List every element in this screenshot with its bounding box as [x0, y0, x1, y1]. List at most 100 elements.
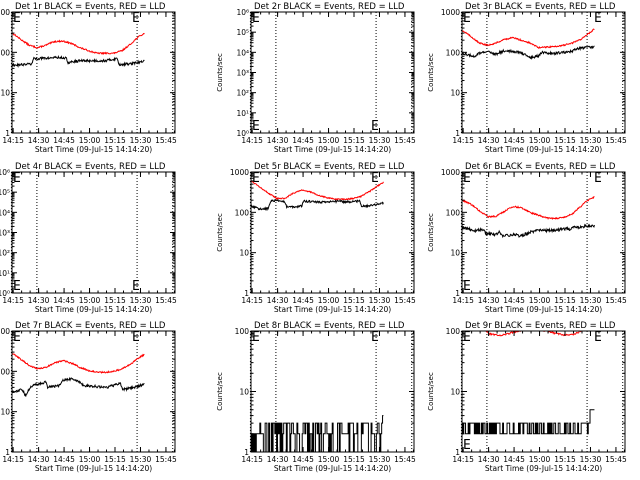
y-tick-label: 100 — [446, 48, 461, 57]
x-axis-label: Start Time (09-Jul-15 14:14:20) — [274, 464, 391, 473]
panel-title: Det 6r BLACK = Events, RED = LLD — [465, 162, 616, 172]
x-tick-label: 14:30 — [267, 136, 289, 145]
x-tick-label: 15:45 — [155, 136, 177, 145]
y-tick-label: 1000 — [0, 8, 10, 17]
plot-frame — [11, 330, 176, 453]
x-tick-label: 14:30 — [478, 296, 500, 305]
panel-6: Det 6r BLACK = Events, RED = LLD 1 10 100 10… — [427, 162, 627, 314]
x-tick-label: 15:45 — [394, 136, 416, 145]
y-tick-label: 10 — [0, 408, 10, 417]
x-tick-label: 15:15 — [554, 455, 576, 464]
panel-title: Det 1r BLACK = Events, RED = LLD — [15, 2, 166, 12]
y-axis-label: Counts/sec — [427, 213, 435, 252]
y-tick-label: 10 — [450, 89, 460, 98]
y-tick-label: 10 — [0, 89, 10, 98]
x-tick-label: 15:45 — [394, 296, 416, 305]
x-tick-label: 14:30 — [28, 296, 50, 305]
panel-1: Det 1r BLACK = Events, RED = LLD 1 10 100 10… — [0, 2, 177, 154]
e-marker: E — [13, 330, 21, 345]
x-tick-label: 15:30 — [130, 136, 152, 145]
panel-5: Det 5r BLACK = Events, RED = LLD 1 10 100 10… — [216, 162, 416, 314]
lld-line — [462, 330, 595, 337]
x-tick-label: 15:00 — [529, 136, 551, 145]
x-axis-label: Start Time (09-Jul-15 14:14:20) — [35, 464, 152, 473]
y-axis-label: Counts/sec — [427, 372, 435, 411]
y-tick-label: 1 — [455, 289, 460, 298]
x-tick-label: 15:15 — [343, 136, 365, 145]
x-tick-label: 14:15 — [452, 296, 474, 305]
e-marker: E — [371, 171, 379, 186]
y-axis-label: Counts/sec — [427, 53, 435, 92]
events-line — [461, 45, 595, 60]
x-tick-label: 15:15 — [554, 136, 576, 145]
x-axis-label: Start Time (09-Jul-15 14:14:20) — [35, 305, 152, 314]
panel-title: Det 8r BLACK = Events, RED = LLD — [254, 321, 405, 331]
x-tick-label: 15:00 — [318, 455, 340, 464]
y-axis-label: Counts/sec — [216, 372, 224, 411]
x-tick-label: 15:30 — [369, 455, 391, 464]
y-tick-label: 10² — [0, 249, 10, 258]
y-tick-label: 10 — [239, 249, 249, 258]
y-tick-label: 1 — [5, 448, 10, 457]
y-tick-label: 10⁴ — [0, 208, 10, 217]
y-tick-label: 10¹ — [0, 269, 10, 278]
x-tick-label: 15:00 — [529, 296, 551, 305]
e-marker: E — [463, 171, 471, 186]
plot-frame — [250, 171, 415, 294]
x-tick-label: 14:15 — [2, 136, 24, 145]
e-marker: E — [252, 330, 260, 345]
e-marker: E — [463, 330, 471, 345]
x-tick-label: 15:30 — [369, 136, 391, 145]
e-marker: E — [13, 171, 21, 186]
x-tick-label: 14:45 — [53, 296, 75, 305]
x-tick-label: 15:30 — [369, 296, 391, 305]
x-tick-label: 14:15 — [2, 296, 24, 305]
e-marker: E — [371, 119, 379, 134]
x-tick-label: 15:45 — [155, 296, 177, 305]
x-tick-label: 15:45 — [605, 455, 627, 464]
e-marker: E — [252, 11, 260, 26]
x-tick-label: 15:45 — [394, 455, 416, 464]
x-axis-label: Start Time (09-Jul-15 14:14:20) — [485, 305, 602, 314]
lld-line — [250, 180, 384, 201]
x-tick-label: 15:30 — [130, 455, 152, 464]
panel-2: Det 2r BLACK = Events, RED = LLD 10⁰ 10¹ 10… — [216, 2, 416, 154]
x-tick-label: 15:00 — [79, 136, 101, 145]
y-tick-label: 100 — [0, 367, 10, 376]
e-marker: E — [252, 171, 260, 186]
x-tick-label: 14:45 — [503, 136, 525, 145]
plot-frame — [461, 171, 626, 294]
e-marker: E — [463, 279, 471, 294]
panel-title: Det 4r BLACK = Events, RED = LLD — [15, 162, 166, 172]
y-axis-label: Counts/sec — [216, 53, 224, 92]
panel-title: Det 3r BLACK = Events, RED = LLD — [465, 2, 616, 12]
e-marker: E — [252, 119, 260, 134]
x-tick-label: 15:15 — [343, 296, 365, 305]
panel-title: Det 9r BLACK = Events, RED = LLD — [465, 321, 616, 331]
x-axis-label: Start Time (09-Jul-15 14:14:20) — [274, 305, 391, 314]
x-tick-label: 15:00 — [79, 296, 101, 305]
y-tick-label: 10⁶ — [0, 168, 10, 177]
x-tick-label: 14:45 — [292, 296, 314, 305]
x-tick-label: 15:30 — [130, 296, 152, 305]
e-marker: E — [463, 438, 471, 453]
panel-3: Det 3r BLACK = Events, RED = LLD 1 10 100 10… — [427, 2, 627, 154]
x-tick-label: 14:45 — [53, 136, 75, 145]
x-tick-label: 15:30 — [580, 296, 602, 305]
y-tick-label: 10³ — [0, 229, 10, 238]
y-tick-label: 10⁴ — [236, 48, 249, 57]
y-tick-label: 10⁰ — [236, 129, 249, 138]
x-tick-label: 14:15 — [241, 296, 263, 305]
y-tick-label: 10⁰ — [0, 289, 10, 298]
x-tick-label: 14:15 — [241, 136, 263, 145]
panel-4: Det 4r BLACK = Events, RED = LLD 10⁰ 10¹ 10… — [0, 162, 177, 314]
y-axis-label: Counts/sec — [216, 213, 224, 252]
e-marker: E — [132, 330, 140, 345]
lld-line — [461, 28, 595, 49]
y-tick-label: 100 — [235, 327, 250, 336]
x-tick-label: 15:00 — [529, 455, 551, 464]
y-tick-label: 1000 — [230, 168, 249, 177]
e-marker: E — [594, 330, 602, 345]
e-marker: E — [594, 11, 602, 26]
